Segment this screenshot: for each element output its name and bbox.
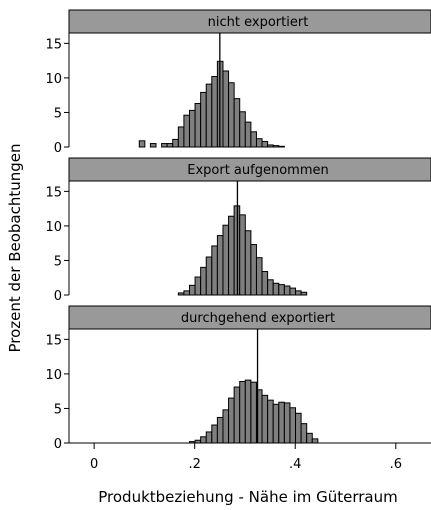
histogram-bar bbox=[250, 244, 257, 296]
histogram-bar bbox=[183, 290, 190, 296]
panel-strip bbox=[68, 157, 431, 182]
histogram-bar bbox=[211, 424, 218, 444]
histogram-bar bbox=[233, 386, 241, 444]
histogram-bar bbox=[222, 70, 230, 148]
histogram-bar bbox=[272, 145, 280, 148]
histogram-bar bbox=[194, 276, 202, 296]
histogram-bar bbox=[295, 290, 302, 296]
y-tick-label: 15 bbox=[45, 333, 62, 348]
histogram-bar bbox=[306, 432, 313, 444]
histogram-bar bbox=[295, 412, 302, 444]
x-axis-title: Produktbeziehung - Nähe im Güterraum bbox=[98, 488, 398, 506]
histogram-bar bbox=[272, 403, 280, 444]
histogram-bar bbox=[194, 102, 202, 148]
y-tick-label: 0 bbox=[54, 437, 62, 452]
histogram-bar bbox=[283, 402, 291, 444]
x-axis: 0 .2 .4 .6 bbox=[69, 442, 431, 472]
y-tick-label: 10 bbox=[45, 368, 62, 383]
panel-2: Export aufgenommen 0 5 10 15 bbox=[45, 157, 431, 304]
histogram-bar bbox=[255, 257, 263, 296]
histogram-bar bbox=[289, 287, 297, 296]
histogram-bar bbox=[261, 394, 269, 444]
histogram-bar bbox=[200, 436, 207, 444]
histogram-bar bbox=[138, 140, 146, 148]
histogram-bar bbox=[183, 114, 190, 148]
panel-1: nicht exportiert 0 5 10 15 bbox=[45, 9, 431, 156]
y-axis-title: Prozent der Beobachtungen bbox=[6, 143, 24, 352]
histogram-bar bbox=[244, 230, 252, 296]
histogram-bar bbox=[228, 82, 235, 148]
histogram-bar bbox=[283, 285, 291, 296]
x-tick-label: .6 bbox=[390, 457, 402, 472]
histogram-bar bbox=[228, 215, 235, 296]
panel-3: durchgehend exportiert 0 5 10 15 bbox=[45, 305, 431, 452]
histogram-bar bbox=[233, 98, 241, 148]
histogram-bar bbox=[289, 407, 297, 444]
histogram-bar bbox=[267, 399, 274, 444]
panel-title: nicht exportiert bbox=[208, 15, 309, 30]
histogram-bar bbox=[278, 401, 285, 444]
histogram-bar bbox=[205, 431, 213, 444]
panel-title: Export aufgenommen bbox=[187, 163, 328, 178]
y-tick-label: 5 bbox=[54, 254, 62, 269]
histogram-bar bbox=[250, 381, 257, 444]
panel-strip bbox=[68, 305, 431, 330]
histogram-bar bbox=[239, 214, 246, 296]
histogram-bar bbox=[311, 438, 319, 444]
histogram-bar bbox=[278, 284, 285, 296]
histogram-bar bbox=[188, 284, 196, 296]
y-tick-label: 0 bbox=[54, 289, 62, 304]
histogram-bar bbox=[216, 416, 224, 444]
y-tick-label: 5 bbox=[54, 402, 62, 417]
panel-title: durchgehend exportiert bbox=[181, 311, 335, 326]
panel-strip bbox=[68, 9, 431, 34]
histogram-bar bbox=[267, 279, 274, 296]
histogram-bar bbox=[267, 144, 274, 148]
histogram-bar bbox=[166, 143, 174, 148]
histogram-bar bbox=[216, 235, 224, 296]
y-tick-label: 5 bbox=[54, 106, 62, 121]
x-tick-label: .2 bbox=[188, 457, 200, 472]
y-tick-label: 15 bbox=[45, 37, 62, 52]
histogram-bar bbox=[278, 145, 285, 148]
histogram-bar bbox=[261, 271, 269, 296]
histogram-bar bbox=[261, 140, 269, 148]
x-tick-label: .4 bbox=[289, 457, 301, 472]
histogram-bar bbox=[300, 423, 308, 444]
histogram-bar bbox=[272, 282, 280, 296]
histogram-bar bbox=[205, 83, 213, 148]
histogram-bar bbox=[255, 138, 263, 148]
histogram-bar bbox=[172, 138, 179, 148]
histogram-bar bbox=[239, 381, 246, 444]
histogram-bar bbox=[300, 291, 308, 296]
histogram-bar bbox=[244, 121, 252, 148]
y-tick-label: 10 bbox=[45, 220, 62, 235]
y-tick-label: 15 bbox=[45, 185, 62, 200]
histogram-bar bbox=[239, 111, 246, 148]
x-tick-label: 0 bbox=[90, 457, 98, 472]
histogram-bar bbox=[149, 143, 157, 148]
histogram-bar bbox=[177, 292, 185, 296]
histogram-bar bbox=[222, 409, 230, 444]
histogram-bar bbox=[244, 379, 252, 444]
histogram-bar bbox=[205, 256, 213, 296]
histogram-bar bbox=[177, 126, 185, 148]
histogram-bar bbox=[188, 109, 196, 148]
histogram-bar bbox=[222, 224, 230, 296]
y-tick-label: 10 bbox=[45, 72, 62, 87]
y-tick-label: 0 bbox=[54, 141, 62, 156]
histogram-bar bbox=[200, 91, 207, 148]
histogram-bar bbox=[211, 76, 218, 148]
histogram-bar bbox=[200, 266, 207, 296]
histogram-bar bbox=[228, 397, 235, 444]
histogram-bar bbox=[161, 143, 168, 148]
histogram-bar bbox=[211, 245, 218, 296]
histogram-bar bbox=[250, 131, 257, 148]
